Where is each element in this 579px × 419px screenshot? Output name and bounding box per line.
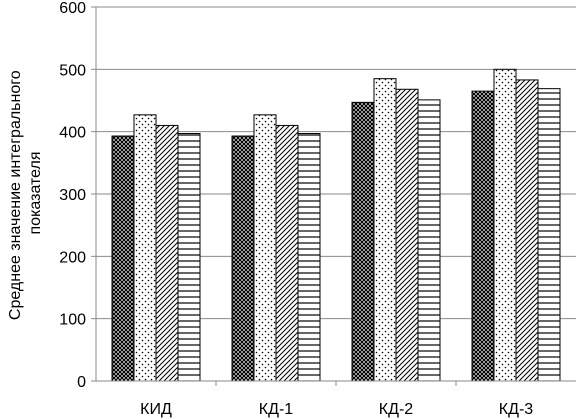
bar-horizontal-2: [417, 99, 441, 382]
bars: [111, 68, 561, 382]
y-tick-label: 500: [59, 62, 86, 79]
x-category-label: КД-3: [499, 401, 533, 418]
bar-crosshatch-dense-2: [351, 101, 375, 382]
y-axis-title-line-2: показателя: [27, 151, 44, 234]
tick-labels: 0 100 200 300 400 500 600 КИД КД-1 КД-2 КД-3: [59, 0, 533, 418]
y-tick-label: 200: [59, 249, 86, 266]
bar-diagonal-0: [155, 124, 179, 382]
y-axis-title-line-1: Среднее значение интегрального: [7, 70, 24, 320]
bar-diagonal-2: [395, 88, 419, 382]
bar-diagonal-3: [515, 79, 539, 382]
y-tick-label: 100: [59, 312, 86, 329]
axes: [91, 6, 576, 386]
y-axis-title: Среднее значение интегрального показател…: [7, 66, 44, 320]
bar-horizontal-3: [537, 88, 561, 382]
y-tick-label: 300: [59, 187, 86, 204]
bar-crosshatch-dense-0: [111, 135, 135, 382]
y-tick-label: 400: [59, 125, 86, 142]
y-tick-label: 600: [59, 0, 86, 17]
y-tick-label: 0: [77, 374, 86, 391]
x-category-label: КИД: [140, 401, 172, 418]
bar-horizontal-1: [297, 133, 321, 382]
x-category-label: КД-1: [259, 401, 293, 418]
bar-dots-3: [493, 68, 517, 382]
bar-dots-2: [373, 78, 397, 382]
bar-dots-1: [253, 114, 277, 382]
bar-diagonal-1: [275, 124, 299, 382]
bar-crosshatch-dense-3: [471, 90, 495, 382]
x-category-label: КД-2: [379, 401, 413, 418]
bar-horizontal-0: [177, 133, 201, 382]
bar-crosshatch-dense-1: [231, 135, 255, 382]
bar-dots-0: [133, 114, 157, 382]
